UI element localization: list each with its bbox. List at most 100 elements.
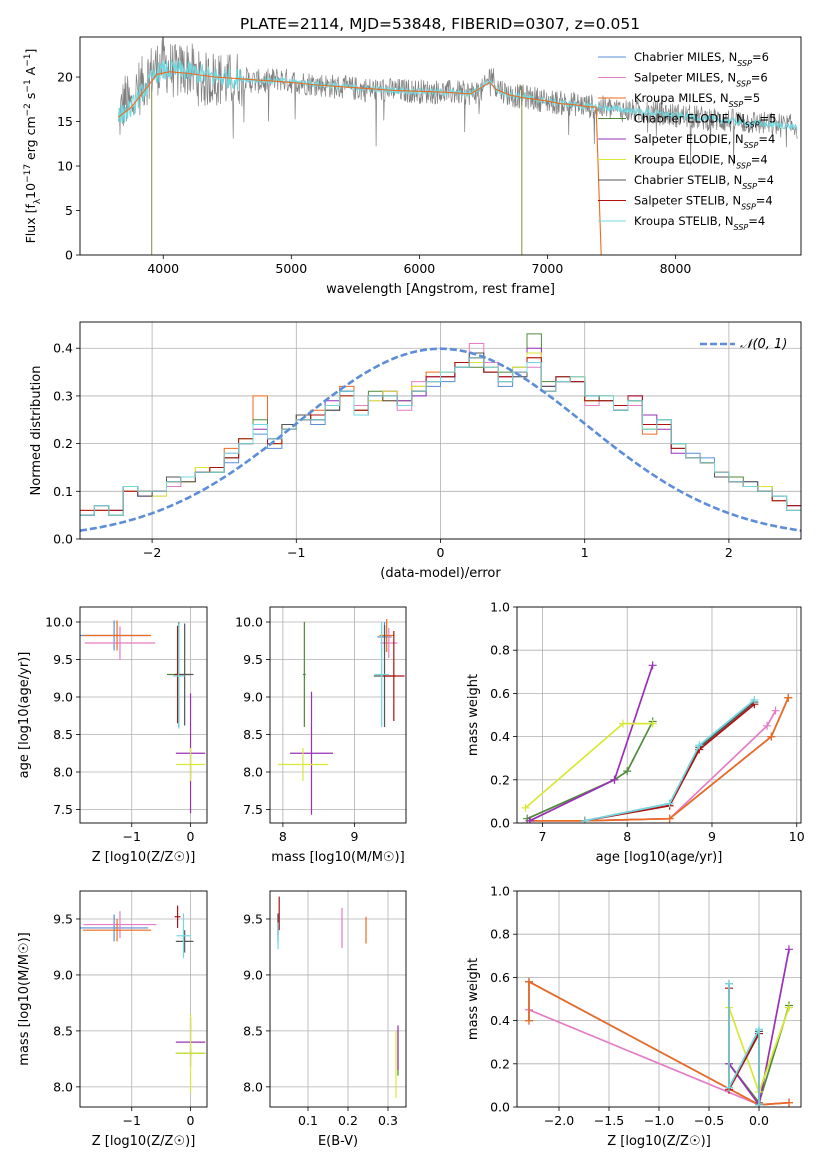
y-axis-label: mass weight	[466, 958, 481, 1040]
y-tick-label: 0.3	[53, 388, 73, 403]
plus-marker	[521, 803, 530, 812]
y-tick-label: 9.0	[53, 690, 73, 705]
x-tick-label: 7000	[532, 261, 564, 276]
x-tick-label: 6000	[403, 261, 435, 276]
errorbar-kroupa-miles	[82, 620, 152, 651]
axes-frame	[516, 606, 802, 824]
errorbar-salpeter-miles	[380, 628, 398, 658]
plus-marker	[755, 1025, 763, 1034]
plus-marker	[618, 719, 627, 728]
errorbar-salpeter-stelib	[174, 625, 181, 724]
weight-line-kroupa-stelib	[728, 983, 760, 1105]
spectrum-kroupa-line	[118, 71, 602, 255]
plus-marker	[665, 799, 674, 808]
weight-line-kroupa-stelib	[584, 699, 755, 822]
errorbar-kroupa-miles	[82, 918, 152, 942]
y-tick-label: 0.8	[490, 643, 510, 658]
errorbar-kroupa-stelib	[172, 623, 185, 729]
x-tick-label: 2	[725, 545, 733, 560]
x-tick-label: 10	[789, 829, 805, 844]
weight-line-salpeter-elodie	[529, 665, 654, 822]
y-tick-label: 9.5	[53, 652, 73, 667]
y-tick-label: 0.8	[490, 927, 510, 942]
legend-label: Kroupa ELODIE, NSSP=4	[634, 153, 768, 171]
y-axis-label: Normed distribution	[29, 366, 44, 496]
x-tick-label: 8	[279, 829, 287, 844]
y-tick-label: 20	[57, 70, 73, 85]
panel-weight-vs-age: 7 8 9 10 0.0 0.2 0.4 0.6 0.8 1.0 age [log10(age/yr…	[466, 600, 805, 866]
y-axis-label: mass weight	[466, 674, 481, 756]
y-axis-label: age [log10(age/yr)]	[17, 652, 32, 779]
x-tick-label: 0.1	[298, 1113, 318, 1128]
plot-area	[521, 661, 793, 823]
x-tick-label: 0	[437, 545, 445, 560]
plot-area	[80, 905, 206, 1093]
y-tick-label: 8.0	[53, 1079, 73, 1094]
x-tick-label: −1.5	[594, 1113, 624, 1128]
legend-label: Kroupa MILES, NSSP=5	[634, 91, 760, 109]
plus-marker	[785, 945, 793, 954]
legend-label: Chabrier MILES, NSSP=6	[634, 50, 769, 68]
x-axis-label: mass [log10(M/M☉)]	[271, 850, 404, 865]
plot-area	[80, 333, 801, 539]
errorbar-kroupa-elodie	[175, 1014, 206, 1093]
axes-frame	[516, 890, 802, 1108]
plus-marker	[695, 741, 704, 750]
x-axis-label: Z [log10(Z/Z☉)]	[607, 1134, 711, 1149]
y-tick-label: 9.5	[53, 911, 73, 926]
x-axis-label: Z [log10(Z/Z☉)]	[92, 1134, 196, 1149]
y-tick-label: 8.5	[243, 1023, 263, 1038]
x-axis-label: Z [log10(Z/Z☉)]	[92, 850, 196, 865]
x-tick-label: −1	[123, 829, 141, 844]
y-tick-label: 1.0	[490, 884, 510, 899]
legend-label: Salpeter ELODIE, NSSP=4	[634, 132, 775, 150]
x-tick-label: −1.0	[644, 1113, 674, 1128]
y-tick-label: 0.1	[53, 484, 73, 499]
weight-line-chabrier-elodie	[526, 721, 654, 820]
plus-marker	[755, 1100, 763, 1107]
x-tick-label: −0.5	[694, 1113, 724, 1128]
errorbar-chabrier-miles	[80, 914, 149, 942]
y-tick-label: 0.2	[490, 772, 510, 787]
plus-marker	[771, 706, 780, 715]
y-tick-label: 8.0	[53, 765, 73, 780]
x-tick-label: 0	[187, 1113, 195, 1128]
figure-title: PLATE=2114, MJD=53848, FIBERID=0307, z=0…	[240, 15, 640, 33]
y-tick-label: 0.6	[490, 970, 510, 985]
errorbar-salpeter-stelib	[383, 631, 405, 721]
weight-line-kroupa-miles	[528, 980, 790, 1106]
x-tick-label: 0.0	[749, 1113, 769, 1128]
normal-curve	[80, 347, 801, 532]
y-axis-label: mass [log10(M/M☉)]	[17, 932, 32, 1065]
x-axis-label: age [log10(age/yr)]	[596, 850, 723, 865]
plus-marker	[763, 721, 772, 730]
y-tick-label: 5	[65, 203, 73, 218]
x-tick-label: 9	[708, 829, 716, 844]
y-tick-label: 9.0	[243, 967, 263, 982]
x-tick-label: 5000	[275, 261, 307, 276]
x-tick-label: 0.3	[378, 1113, 398, 1128]
weight-line-salpeter-stelib	[728, 988, 760, 1105]
y-tick-label: 8.5	[243, 727, 263, 742]
plus-marker	[623, 767, 632, 776]
y-tick-label: 7.5	[53, 802, 73, 817]
spectrum-data-line	[118, 37, 798, 166]
axes-frame	[79, 36, 802, 256]
plot-area	[277, 619, 405, 815]
y-tick-label: 9.5	[243, 652, 263, 667]
histogram-kroupa-stelib	[80, 357, 801, 539]
x-axis-label: (data-model)/error	[380, 566, 501, 581]
y-tick-label: 9.0	[243, 690, 263, 705]
plus-marker	[525, 816, 534, 823]
y-tick-label: 15	[57, 114, 73, 129]
legend-label: Kroupa STELIB, NSSP=4	[634, 214, 765, 232]
x-tick-label: 4000	[147, 261, 179, 276]
errorbar-kroupa-stelib	[374, 622, 389, 727]
plus-marker	[725, 1083, 733, 1092]
errorbar-salpeter-miles	[84, 626, 156, 660]
x-tick-label: 0	[187, 829, 195, 844]
y-tick-label: 0.0	[490, 816, 510, 831]
x-axis-label: E(B-V)	[318, 1134, 358, 1149]
y-tick-label: 8.0	[243, 1079, 263, 1094]
